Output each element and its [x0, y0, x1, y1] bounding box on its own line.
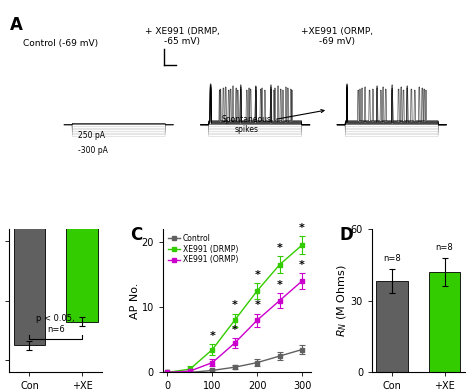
Text: + XE991 (DRMP,
-65 mV): + XE991 (DRMP, -65 mV): [145, 27, 220, 46]
Text: D: D: [340, 226, 354, 244]
Text: 250 pA: 250 pA: [78, 131, 105, 140]
Text: *: *: [277, 280, 283, 290]
Text: C: C: [130, 226, 143, 244]
Text: Control (-69 mV): Control (-69 mV): [23, 39, 98, 48]
Text: *: *: [299, 223, 305, 233]
Text: n=8: n=8: [383, 254, 401, 263]
Bar: [429, 272, 460, 372]
Text: A: A: [9, 16, 22, 34]
Text: *: *: [232, 325, 237, 334]
Text: *: *: [254, 300, 260, 310]
Text: *: *: [254, 270, 260, 280]
Y-axis label: $R_N$ (M Ohms): $R_N$ (M Ohms): [336, 264, 349, 337]
Text: +XE991 (ORMP,
-69 mV): +XE991 (ORMP, -69 mV): [301, 27, 373, 46]
Text: *: *: [299, 260, 305, 270]
Legend: Control, XE991 (DRMP), XE991 (ORMP): Control, XE991 (DRMP), XE991 (ORMP): [167, 232, 240, 266]
Text: *: *: [210, 331, 215, 341]
Bar: [14, 0, 45, 345]
Text: Spontaneous
spikes: Spontaneous spikes: [221, 109, 324, 134]
Text: *: *: [232, 300, 237, 310]
Y-axis label: AP No.: AP No.: [130, 282, 140, 319]
Text: -300 pA: -300 pA: [78, 146, 108, 155]
Bar: [66, 0, 98, 321]
Text: *: *: [277, 243, 283, 253]
Text: p < 0.05,
n=6: p < 0.05, n=6: [36, 314, 75, 334]
Bar: [376, 281, 408, 372]
Text: n=8: n=8: [436, 243, 454, 252]
